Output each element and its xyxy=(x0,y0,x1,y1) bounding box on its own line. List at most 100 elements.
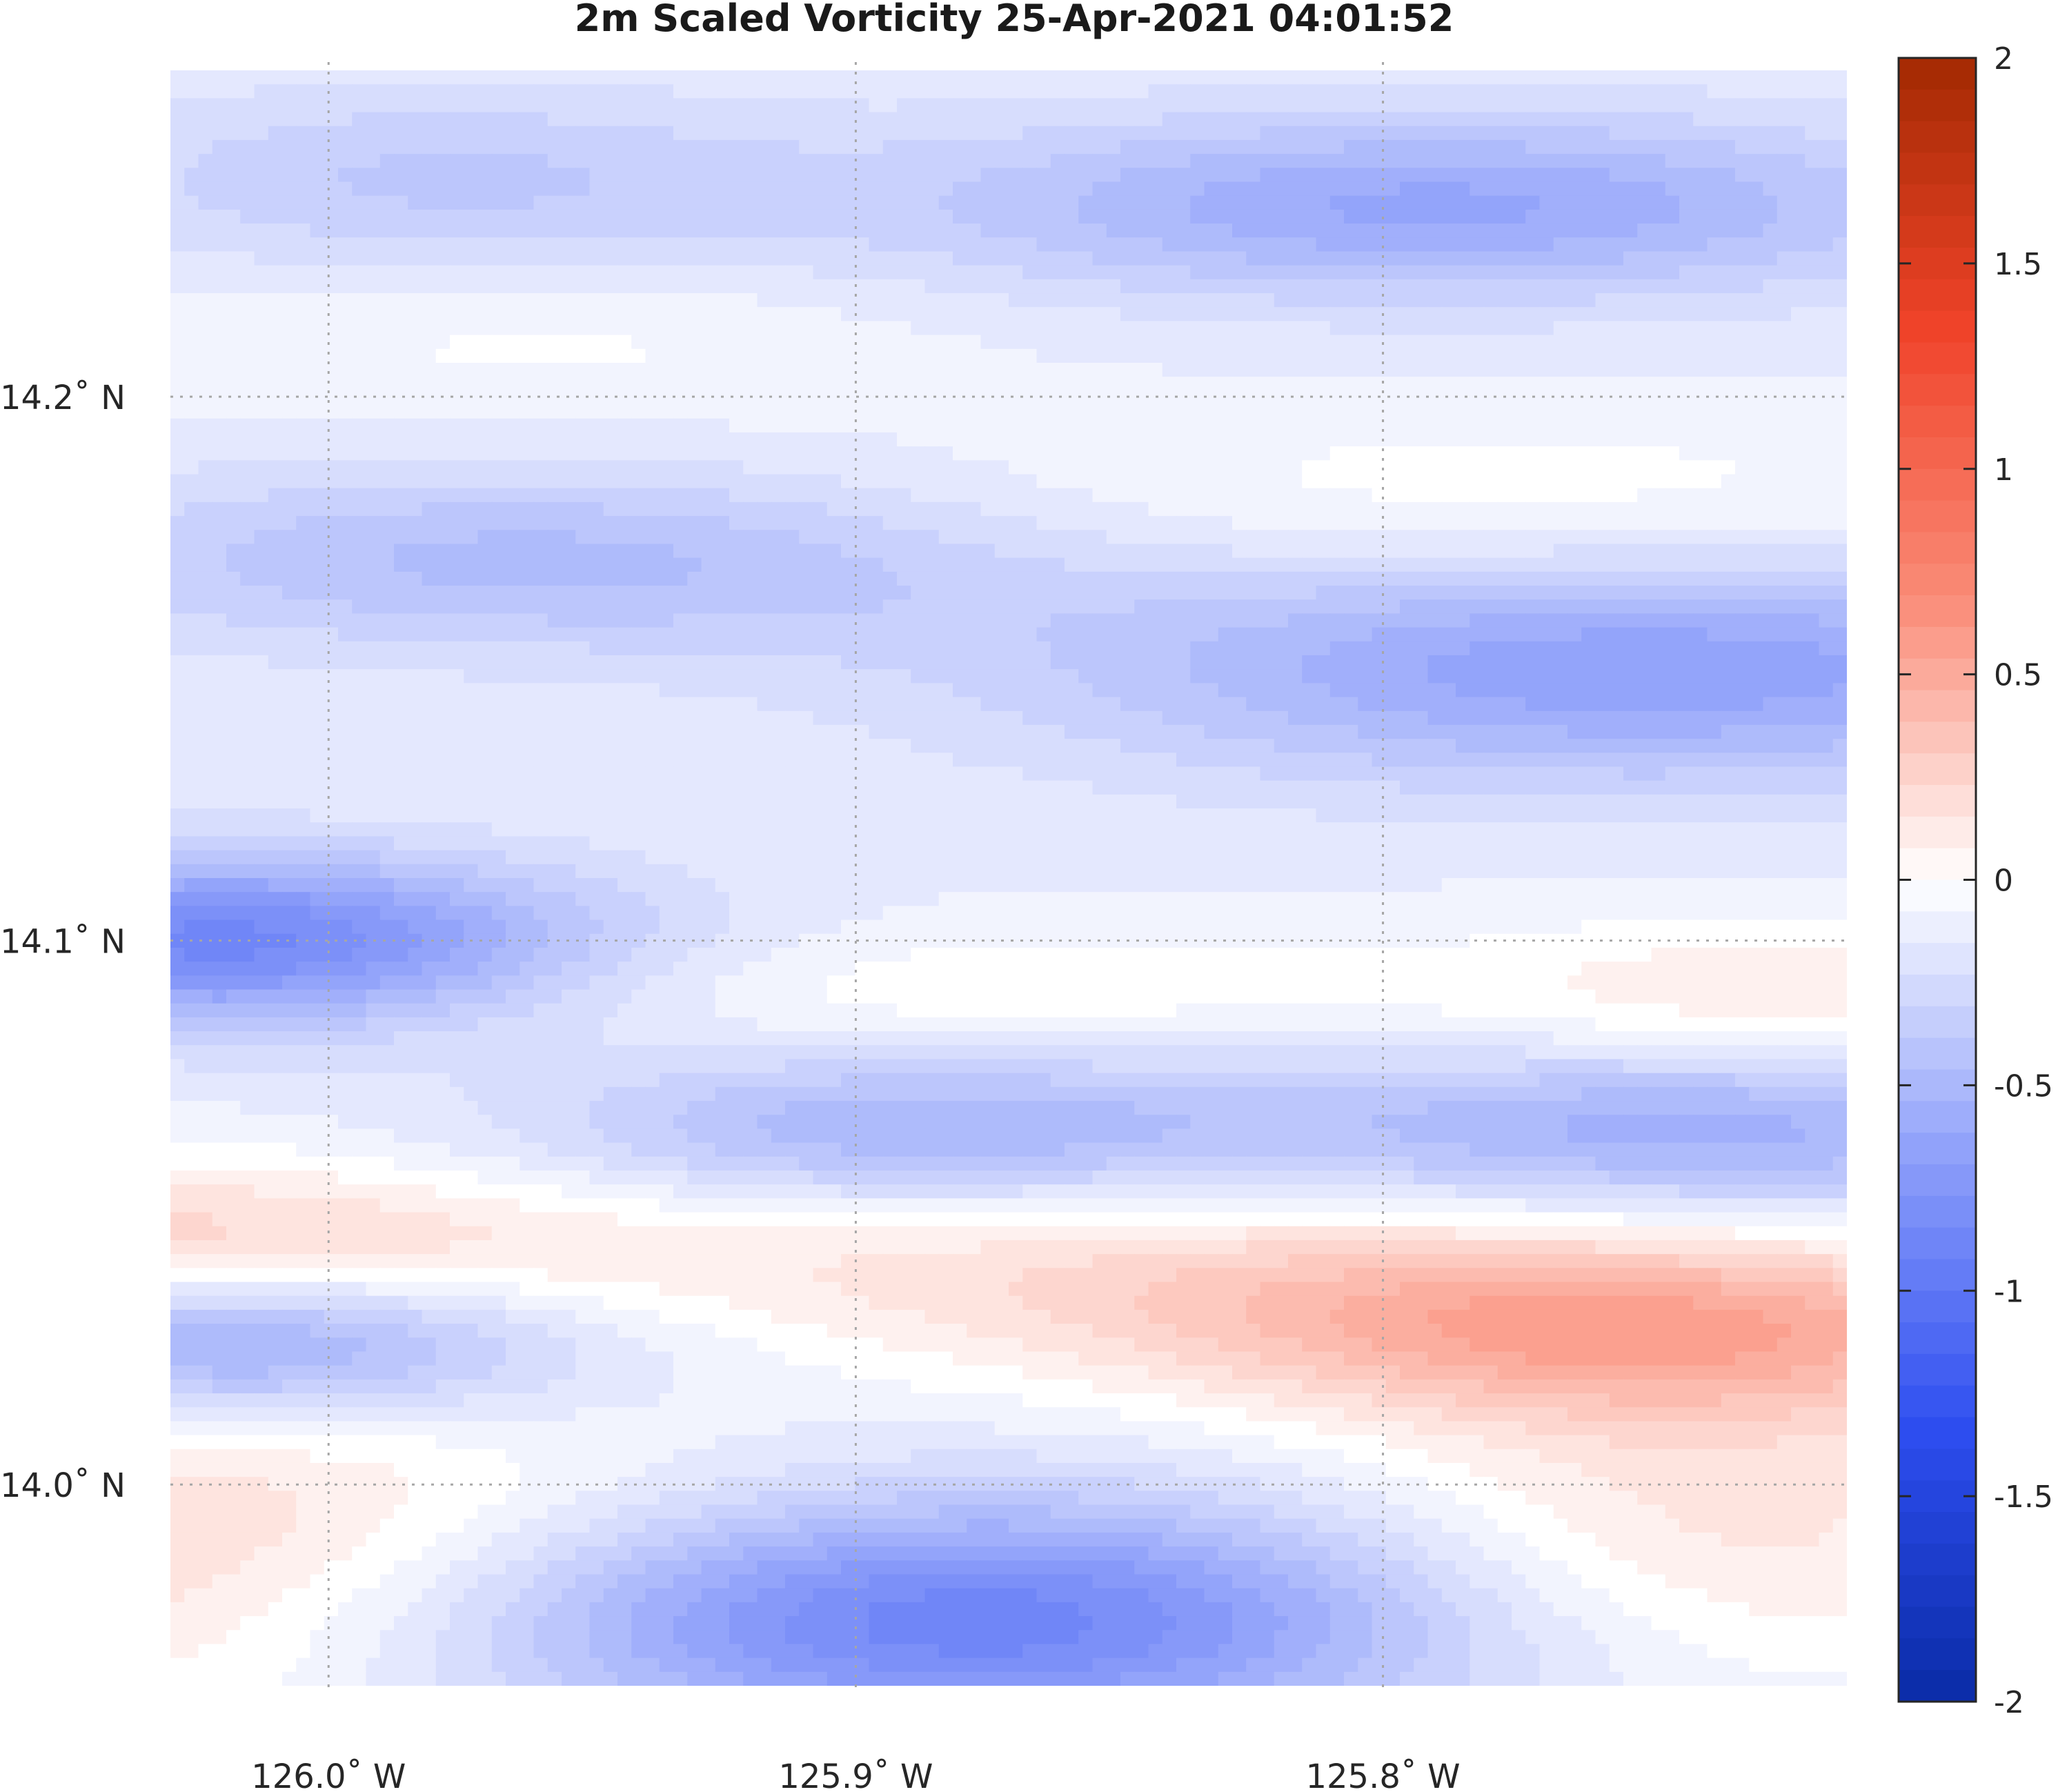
field-cell xyxy=(1288,460,1303,475)
field-cell xyxy=(240,195,255,210)
field-cell xyxy=(1763,530,1778,545)
field-cell xyxy=(882,293,898,308)
field-cell xyxy=(897,321,911,336)
field-cell xyxy=(1456,446,1470,461)
field-cell xyxy=(785,460,800,475)
field-cell xyxy=(1414,377,1429,391)
field-cell xyxy=(1819,279,1834,294)
field-cell xyxy=(1065,586,1079,600)
field-cell xyxy=(1092,474,1107,489)
field-cell xyxy=(1078,557,1094,573)
field-cell xyxy=(687,126,702,141)
field-cell xyxy=(1777,404,1792,419)
field-cell xyxy=(1204,139,1219,155)
field-cell xyxy=(967,627,982,642)
field-cell xyxy=(589,404,604,419)
field-cell xyxy=(1036,307,1051,322)
field-cell xyxy=(1525,404,1541,419)
field-cell xyxy=(924,530,940,545)
field-cell xyxy=(1581,223,1596,238)
field-cell xyxy=(1316,195,1331,210)
field-cell xyxy=(464,530,479,545)
field-cell xyxy=(254,181,269,197)
field-cell xyxy=(1232,348,1247,364)
field-cell xyxy=(408,404,423,419)
field-cell xyxy=(673,265,688,280)
field-cell xyxy=(1623,446,1638,461)
field-cell xyxy=(212,488,227,503)
field-cell xyxy=(911,404,926,419)
field-cell xyxy=(757,154,772,168)
field-cell xyxy=(729,112,744,127)
field-cell xyxy=(1609,265,1624,280)
field-cell xyxy=(855,390,870,406)
field-cell xyxy=(897,195,911,210)
field-cell xyxy=(757,126,772,141)
field-cell xyxy=(645,516,660,530)
field-cell xyxy=(785,237,800,252)
field-cell xyxy=(855,432,870,447)
field-cell xyxy=(1148,237,1163,252)
field-cell xyxy=(1721,460,1736,475)
field-cell xyxy=(379,112,395,127)
field-cell xyxy=(1497,557,1512,573)
field-cell xyxy=(1232,530,1247,545)
field-cell xyxy=(1344,348,1358,364)
field-cell xyxy=(310,544,325,559)
field-cell xyxy=(757,251,772,266)
field-cell xyxy=(464,84,479,99)
field-cell xyxy=(1204,390,1219,406)
field-cell xyxy=(1274,307,1289,322)
field-cell xyxy=(1232,126,1247,141)
field-cell xyxy=(338,265,353,280)
field-cell xyxy=(1525,98,1541,113)
field-cell xyxy=(408,571,423,586)
field-cell xyxy=(771,70,786,85)
field-cell xyxy=(240,237,255,252)
field-cell xyxy=(980,251,996,266)
field-cell xyxy=(1106,571,1121,586)
field-cell xyxy=(1329,251,1345,266)
field-cell xyxy=(1763,70,1778,85)
field-cell xyxy=(589,70,604,85)
field-cell xyxy=(1665,516,1680,530)
field-cell xyxy=(701,641,716,656)
field-cell xyxy=(771,460,786,475)
field-cell xyxy=(1078,390,1094,406)
field-cell xyxy=(813,181,828,197)
field-cell xyxy=(268,307,283,322)
field-cell xyxy=(1470,571,1485,586)
field-cell xyxy=(1693,139,1708,155)
field-cell xyxy=(980,98,996,113)
field-cell xyxy=(1832,209,1847,224)
field-cell xyxy=(1595,362,1610,377)
field-cell xyxy=(1679,223,1694,238)
field-cell xyxy=(1176,516,1191,530)
field-cell xyxy=(1791,195,1805,210)
field-cell xyxy=(1637,70,1652,85)
field-cell xyxy=(701,377,716,391)
field-cell xyxy=(1302,432,1317,447)
field-cell xyxy=(938,586,953,600)
field-cell xyxy=(477,432,493,447)
field-cell xyxy=(994,627,1009,642)
field-cell xyxy=(729,404,744,419)
field-cell xyxy=(617,488,632,503)
field-cell xyxy=(1539,70,1554,85)
field-cell xyxy=(520,488,535,503)
field-cell xyxy=(1693,307,1708,322)
field-cell xyxy=(240,265,255,280)
field-cell xyxy=(1567,557,1582,573)
field-cell xyxy=(994,474,1009,489)
field-cell xyxy=(980,223,996,238)
field-cell xyxy=(254,98,269,113)
field-cell xyxy=(757,446,772,461)
field-cell xyxy=(282,474,297,489)
field-cell xyxy=(254,544,269,559)
field-cell xyxy=(1735,139,1750,155)
field-cell xyxy=(170,571,185,586)
field-cell xyxy=(1218,251,1233,266)
field-cell xyxy=(673,530,688,545)
field-cell xyxy=(1456,348,1470,364)
field-cell xyxy=(1106,126,1121,141)
